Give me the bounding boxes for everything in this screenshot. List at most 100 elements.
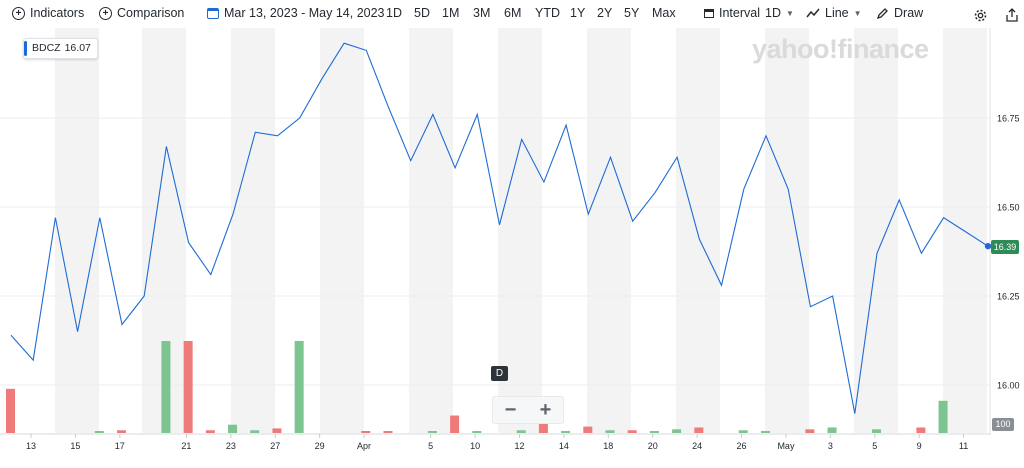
range-1d-button[interactable]: 1D <box>386 6 402 20</box>
x-tick-label: 11 <box>959 441 968 451</box>
week-band <box>231 28 275 433</box>
range-2y-button[interactable]: 2Y <box>597 6 613 20</box>
x-tick-label: 20 <box>648 441 658 451</box>
settings-gear-icon[interactable] <box>974 9 987 22</box>
zoom-in-button[interactable]: + <box>539 399 552 421</box>
volume-bar <box>938 400 948 433</box>
volume-bar <box>228 424 238 433</box>
week-band <box>587 28 631 433</box>
chevron-down-icon: ▼ <box>785 8 794 18</box>
zoom-controls: − + <box>492 396 564 424</box>
chart-type-label: Line <box>825 6 849 20</box>
x-tick-label: 27 <box>270 441 280 451</box>
volume-bar <box>805 429 815 433</box>
indicators-label: Indicators <box>30 6 85 20</box>
calendar-icon <box>207 7 219 19</box>
range-6m-button[interactable]: 6M <box>504 6 522 20</box>
comparison-button[interactable]: + Comparison <box>99 6 184 20</box>
zoom-out-button[interactable]: − <box>504 399 517 421</box>
indicators-button[interactable]: + Indicators <box>12 6 84 20</box>
volume-bar <box>117 430 127 433</box>
x-tick-label: 3 <box>828 441 833 451</box>
range-max-button[interactable]: Max <box>652 6 676 20</box>
x-tick-label: 14 <box>559 441 569 451</box>
week-band <box>498 28 542 433</box>
range-1y-button[interactable]: 1Y <box>570 6 586 20</box>
volume-bar <box>916 427 926 433</box>
x-tick-label: 21 <box>181 441 191 451</box>
volume-bar <box>294 341 304 433</box>
range-ytd-button[interactable]: YTD <box>535 6 560 20</box>
volume-bar <box>472 431 482 433</box>
volume-bar <box>871 429 881 433</box>
x-tick-label: 23 <box>226 441 236 451</box>
volume-bar <box>94 431 104 433</box>
y-tick-label: 16.00 <box>997 381 1020 391</box>
volume-bar <box>672 429 682 433</box>
draw-button[interactable]: Draw <box>876 6 923 20</box>
x-tick-label: 9 <box>917 441 922 451</box>
week-band <box>676 28 720 433</box>
period-badge: D <box>491 366 508 381</box>
interval-label: Interval <box>719 6 760 20</box>
x-tick-label: Apr <box>357 441 371 451</box>
ticker-symbol: BDCZ <box>32 42 61 54</box>
y-tick-label: 16.75 <box>997 114 1020 124</box>
volume-bar <box>450 415 460 433</box>
volume-bar <box>250 430 260 433</box>
x-tick-label: 10 <box>470 441 480 451</box>
week-band <box>320 28 364 433</box>
volume-bar <box>605 430 615 433</box>
range-3m-button[interactable]: 3M <box>473 6 491 20</box>
volume-bar <box>361 431 371 433</box>
x-tick-label: 5 <box>428 441 433 451</box>
current-price-tag: 16.39 <box>991 240 1019 254</box>
range-1m-button[interactable]: 1M <box>442 6 460 20</box>
x-tick-label: 5 <box>872 441 877 451</box>
volume-bar <box>161 341 171 433</box>
comparison-label: Comparison <box>117 6 185 20</box>
range-5d-button[interactable]: 5D <box>414 6 430 20</box>
x-tick-label: 18 <box>603 441 613 451</box>
y-tick-label: 16.50 <box>997 203 1020 213</box>
volume-bar <box>827 427 837 433</box>
volume-bar <box>694 427 704 433</box>
chart-toolbar: + Indicators + Comparison Mar 13, 2023 -… <box>0 0 1024 28</box>
week-band <box>409 28 453 433</box>
week-band <box>943 28 987 433</box>
volume-bar <box>627 430 637 433</box>
draw-label: Draw <box>894 6 924 20</box>
volume-bar <box>383 431 393 433</box>
chart-type-select[interactable]: Line ▼ <box>806 6 862 20</box>
week-band <box>765 28 809 433</box>
y-tick-label: 16.25 <box>997 292 1020 302</box>
price-chart-svg: 16.00 16.25 16.50 16.75 13 15 17 21 23 27 29 Apr 5 10… <box>0 28 1020 451</box>
interval-value: 1D <box>765 6 781 20</box>
price-chart[interactable]: 16.00 16.25 16.50 16.75 13 15 17 21 23 27 29 Apr 5 10… <box>0 28 1024 463</box>
x-tick-label: 12 <box>514 441 524 451</box>
week-band <box>55 28 99 433</box>
ticker-badge[interactable]: BDCZ 16.07 <box>23 38 98 59</box>
date-range-picker[interactable]: Mar 13, 2023 - May 14, 2023 <box>207 6 385 20</box>
x-tick-label: May <box>777 441 795 451</box>
volume-bar <box>183 341 193 433</box>
volume-scale-tag: 100 <box>992 418 1014 431</box>
candlestick-icon <box>704 8 714 18</box>
volume-bar <box>738 430 748 433</box>
volume-bar <box>561 431 571 433</box>
chevron-down-icon: ▼ <box>853 8 862 18</box>
pencil-icon <box>876 7 888 19</box>
plus-circle-icon: + <box>99 6 112 20</box>
plus-circle-icon: + <box>12 6 25 20</box>
x-tick-label: 29 <box>315 441 325 451</box>
volume-bar <box>272 428 282 433</box>
x-tick-label: 15 <box>70 441 80 451</box>
yahoo-finance-watermark: yahoo!finance <box>752 34 929 64</box>
range-5y-button[interactable]: 5Y <box>624 6 640 20</box>
x-tick-label: 24 <box>692 441 702 451</box>
x-tick-label: 13 <box>26 441 36 451</box>
ticker-value: 16.07 <box>64 42 91 54</box>
interval-select[interactable]: Interval 1D ▼ <box>704 6 794 20</box>
volume-bar <box>6 388 15 433</box>
share-icon[interactable] <box>1006 8 1018 22</box>
